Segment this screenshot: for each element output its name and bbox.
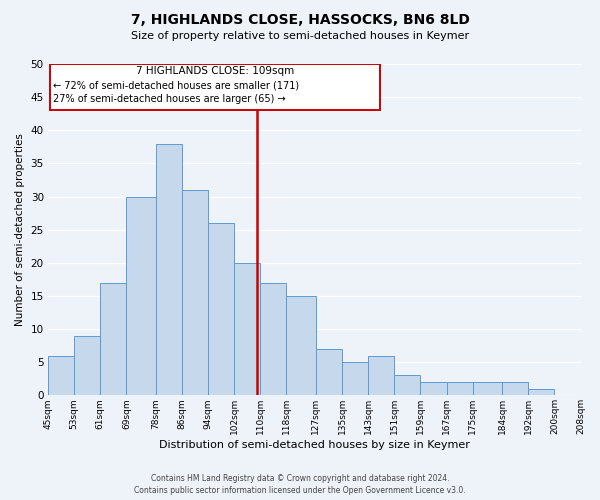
Bar — [127, 196, 156, 396]
Bar — [260, 282, 286, 396]
Text: 27% of semi-detached houses are larger (65) →: 27% of semi-detached houses are larger (… — [53, 94, 286, 104]
Bar — [502, 382, 528, 396]
Bar — [394, 376, 421, 396]
Y-axis label: Number of semi-detached properties: Number of semi-detached properties — [15, 133, 25, 326]
Bar — [100, 282, 127, 396]
Bar — [74, 336, 100, 396]
Text: 7 HIGHLANDS CLOSE: 109sqm: 7 HIGHLANDS CLOSE: 109sqm — [136, 66, 294, 76]
Bar — [234, 263, 260, 396]
Bar — [473, 382, 502, 396]
Bar — [528, 388, 554, 396]
Bar — [368, 356, 394, 396]
X-axis label: Distribution of semi-detached houses by size in Keymer: Distribution of semi-detached houses by … — [159, 440, 470, 450]
Bar — [156, 144, 182, 396]
Bar — [342, 362, 368, 396]
Bar — [50, 64, 380, 110]
Bar — [208, 223, 234, 396]
Bar — [446, 382, 473, 396]
Text: Size of property relative to semi-detached houses in Keymer: Size of property relative to semi-detach… — [131, 31, 469, 41]
Text: 7, HIGHLANDS CLOSE, HASSOCKS, BN6 8LD: 7, HIGHLANDS CLOSE, HASSOCKS, BN6 8LD — [131, 12, 469, 26]
Bar — [48, 356, 74, 396]
Bar — [421, 382, 446, 396]
Bar — [316, 349, 342, 396]
Bar — [182, 190, 208, 396]
Bar — [286, 296, 316, 396]
Text: Contains HM Land Registry data © Crown copyright and database right 2024.
Contai: Contains HM Land Registry data © Crown c… — [134, 474, 466, 495]
Text: ← 72% of semi-detached houses are smaller (171): ← 72% of semi-detached houses are smalle… — [53, 80, 299, 90]
